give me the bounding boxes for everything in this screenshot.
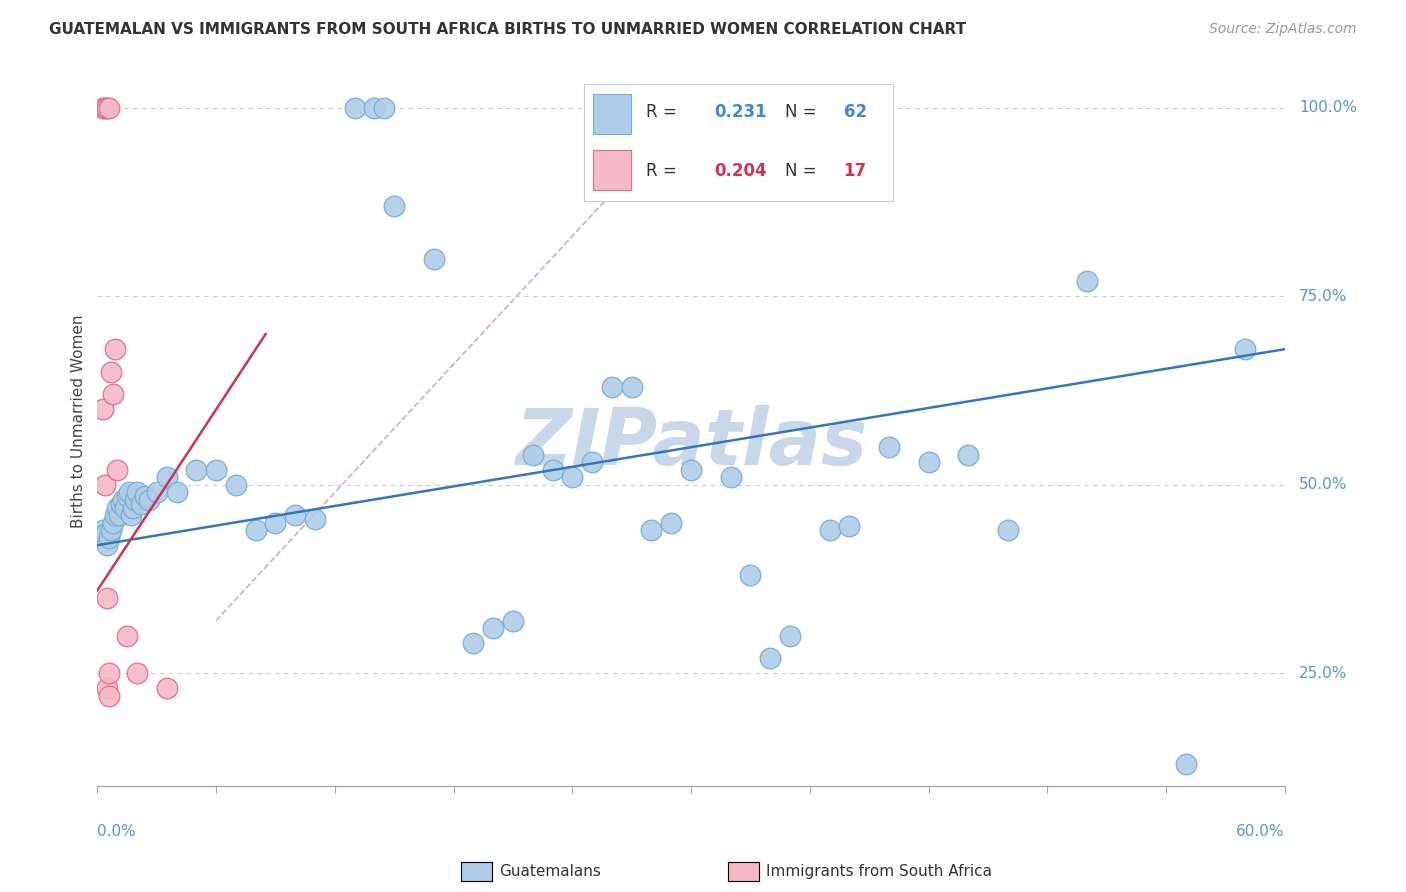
Point <box>659 516 682 530</box>
Point <box>877 440 900 454</box>
Point <box>838 519 860 533</box>
Point <box>98 666 121 681</box>
Point <box>600 380 623 394</box>
Point <box>1174 756 1197 771</box>
Point <box>125 485 148 500</box>
Text: ZIPatlas: ZIPatlas <box>515 405 868 481</box>
Text: 75.0%: 75.0% <box>1299 289 1347 304</box>
Point <box>96 591 118 605</box>
Point <box>100 523 122 537</box>
Point <box>373 101 395 115</box>
Point <box>957 448 980 462</box>
Point <box>156 681 179 696</box>
Point <box>681 463 703 477</box>
Point <box>284 508 307 522</box>
Point <box>129 497 152 511</box>
Point <box>105 463 128 477</box>
Point <box>463 636 485 650</box>
Point <box>112 492 135 507</box>
Point <box>997 523 1019 537</box>
Point <box>482 621 505 635</box>
Point <box>122 500 145 515</box>
Point <box>759 651 782 665</box>
Point <box>659 101 682 115</box>
Point <box>779 629 801 643</box>
Text: GUATEMALAN VS IMMIGRANTS FROM SOUTH AFRICA BIRTHS TO UNMARRIED WOMEN CORRELATION: GUATEMALAN VS IMMIGRANTS FROM SOUTH AFRI… <box>49 22 966 37</box>
Point <box>108 508 131 522</box>
Point <box>343 101 366 115</box>
Text: Guatemalans: Guatemalans <box>499 864 600 879</box>
Point <box>91 402 114 417</box>
Point <box>98 531 121 545</box>
Text: 60.0%: 60.0% <box>1236 824 1285 839</box>
Point <box>98 689 121 703</box>
Point <box>363 101 385 115</box>
Text: 0.0%: 0.0% <box>97 824 136 839</box>
Point <box>581 455 603 469</box>
Point <box>264 516 287 530</box>
Point <box>917 455 939 469</box>
Point <box>118 485 141 500</box>
Point <box>96 101 118 115</box>
Point <box>103 516 125 530</box>
Point <box>145 485 167 500</box>
Point <box>94 478 117 492</box>
Point <box>166 485 188 500</box>
Point <box>114 500 136 515</box>
Point <box>124 492 146 507</box>
Point <box>561 470 583 484</box>
Point <box>120 508 142 522</box>
Text: 100.0%: 100.0% <box>1299 101 1357 115</box>
Point <box>541 463 564 477</box>
Point <box>94 101 117 115</box>
Y-axis label: Births to Unmarried Women: Births to Unmarried Women <box>72 314 86 527</box>
Point <box>104 342 127 356</box>
Point <box>100 365 122 379</box>
Point <box>134 489 156 503</box>
Text: 50.0%: 50.0% <box>1299 477 1347 492</box>
Point <box>115 489 138 503</box>
Point <box>1234 342 1257 356</box>
Point <box>110 497 132 511</box>
Point <box>382 199 405 213</box>
Text: 25.0%: 25.0% <box>1299 665 1347 681</box>
Point <box>225 478 247 492</box>
Point <box>522 448 544 462</box>
Point <box>740 568 762 582</box>
Point <box>103 387 125 401</box>
Point <box>105 500 128 515</box>
Point <box>98 101 121 115</box>
Point <box>138 492 160 507</box>
Text: Immigrants from South Africa: Immigrants from South Africa <box>766 864 993 879</box>
Point <box>423 252 446 266</box>
Point <box>720 470 742 484</box>
Point <box>304 512 326 526</box>
Point <box>104 508 127 522</box>
Point <box>91 101 114 115</box>
Point <box>205 463 228 477</box>
Point <box>186 463 208 477</box>
Point <box>156 470 179 484</box>
Point <box>502 614 524 628</box>
Point <box>91 523 114 537</box>
Point <box>818 523 841 537</box>
Point <box>96 538 118 552</box>
Point <box>94 527 117 541</box>
Point <box>115 629 138 643</box>
Point <box>96 681 118 696</box>
Text: Source: ZipAtlas.com: Source: ZipAtlas.com <box>1209 22 1357 37</box>
Point <box>620 380 643 394</box>
Point <box>125 666 148 681</box>
Point <box>245 523 267 537</box>
Point <box>640 523 662 537</box>
Point <box>1076 274 1098 288</box>
